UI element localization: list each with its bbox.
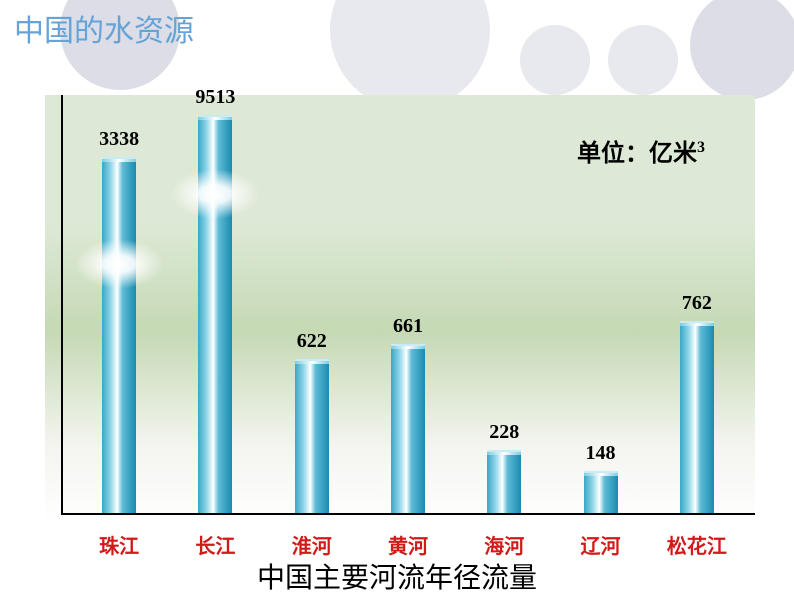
bar xyxy=(680,321,714,513)
bar-wrap: 148 xyxy=(566,442,636,513)
bar-value-label: 661 xyxy=(393,315,423,338)
bg-circle xyxy=(330,0,490,110)
bar-value-label: 9513 xyxy=(195,86,235,109)
lens-flare xyxy=(74,239,164,289)
bar-wrap: 3338 xyxy=(84,128,154,513)
bar-value-label: 762 xyxy=(682,292,712,315)
bar xyxy=(295,359,329,513)
bg-circle xyxy=(608,25,678,95)
bar-value-label: 148 xyxy=(586,442,616,465)
x-label: 黄河 xyxy=(373,530,443,559)
lens-flare xyxy=(170,169,260,219)
bar-value-label: 3338 xyxy=(99,128,139,151)
x-label: 淮河 xyxy=(277,530,347,559)
bar xyxy=(198,115,232,513)
bar-wrap: 9513 xyxy=(180,86,250,513)
bar-wrap: 228 xyxy=(469,421,539,513)
page-title: 中国的水资源 xyxy=(14,6,194,50)
bar-value-label: 228 xyxy=(489,421,519,444)
x-labels: 珠江长江淮河黄河海河辽河松花江 xyxy=(61,530,755,559)
x-label: 海河 xyxy=(469,530,539,559)
bar-value-label: 622 xyxy=(297,330,327,353)
bg-circle xyxy=(690,0,794,100)
bars-container: 33389513622661228148762 xyxy=(61,105,755,513)
bar xyxy=(584,471,618,513)
bar xyxy=(102,157,136,513)
bar xyxy=(487,450,521,513)
x-label: 辽河 xyxy=(566,530,636,559)
x-label: 长江 xyxy=(180,530,250,559)
chart-title: 中国主要河流年径流量 xyxy=(0,556,794,596)
river-runoff-chart: 单位：亿米3 33389513622661228148762 xyxy=(45,95,755,525)
bar xyxy=(391,344,425,513)
x-label: 珠江 xyxy=(84,530,154,559)
x-label: 松花江 xyxy=(662,530,732,559)
bar-wrap: 762 xyxy=(662,292,732,513)
bar-wrap: 661 xyxy=(373,315,443,513)
bg-circle xyxy=(520,25,590,95)
x-axis xyxy=(61,513,755,515)
bar-wrap: 622 xyxy=(277,330,347,513)
